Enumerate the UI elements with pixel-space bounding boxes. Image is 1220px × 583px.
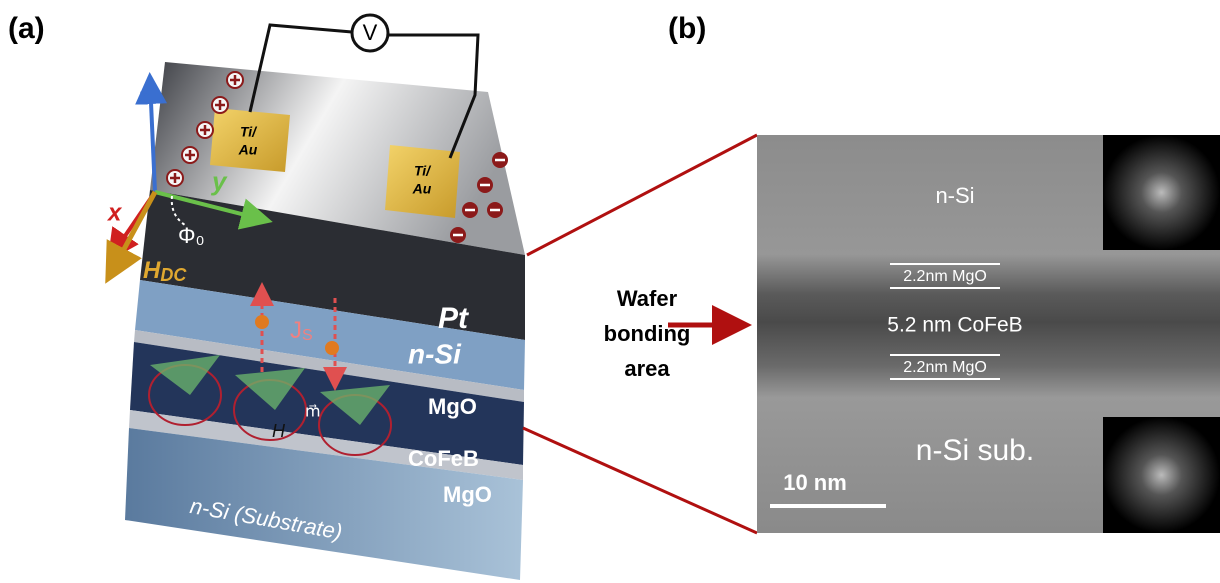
mgo-layer — [134, 330, 524, 402]
layer-label: MgO — [428, 394, 477, 419]
subscript: DC — [160, 265, 187, 285]
layer-label: n-Si — [408, 338, 462, 369]
scale-label: 10 nm — [783, 470, 847, 495]
voltmeter — [350, 13, 390, 53]
layer-label: 2.2nm MgO — [903, 359, 987, 376]
wire — [248, 23, 480, 159]
region-label: n-Si — [935, 183, 974, 208]
panel-b: (b) Wafer bonding area n-Si 2.2nm MgO 5.… — [522, 12, 1220, 535]
layer-label: 5.2 nm CoFeB — [887, 314, 1022, 337]
symbol: H — [143, 257, 161, 284]
mgo-layer — [129, 410, 523, 480]
pad — [210, 108, 290, 172]
pad-label: Au — [238, 142, 258, 158]
cofeb-layer — [130, 342, 524, 465]
field-arrow — [105, 190, 158, 284]
field-label: HDC — [143, 257, 187, 284]
pad-label: Ti/ — [240, 124, 258, 140]
axis-label: x — [106, 199, 123, 226]
fft-inset — [1103, 135, 1220, 250]
voltmeter-label: V — [363, 20, 378, 45]
minus-signs — [453, 158, 505, 237]
substrate-layer — [125, 428, 523, 580]
pad — [385, 145, 460, 218]
angle-arc — [170, 195, 186, 226]
arrow-label: bonding — [604, 321, 691, 346]
fft-inset — [1103, 417, 1220, 533]
axis-label: y — [210, 166, 228, 196]
zoom-line — [526, 133, 758, 257]
nsi-layer — [135, 280, 525, 390]
arrow-label: Wafer — [617, 286, 678, 311]
panel-label: (b) — [668, 12, 706, 45]
y-axis — [154, 190, 273, 230]
pad-label: Ti/ — [414, 163, 432, 179]
precession-cones — [150, 355, 390, 425]
angle-label: Φ₀ — [178, 223, 205, 248]
spin-current-label: JS — [290, 317, 313, 344]
region-label: n-Si sub. — [916, 434, 1034, 467]
layer-label: CoFeB — [408, 446, 479, 471]
axis-label: z — [137, 83, 150, 110]
layer-label: Pt — [438, 302, 470, 335]
panel-label: (a) — [8, 12, 45, 45]
plus-signs — [170, 75, 240, 183]
layer-label: MgO — [443, 482, 492, 507]
pad-label: Au — [412, 181, 432, 197]
panel-a: (a) Ti/ Au Ti/ Au V z y x Φ₀ HDC J — [8, 12, 525, 580]
zoom-line — [522, 426, 758, 535]
z-axis — [135, 72, 168, 193]
electron — [325, 341, 339, 355]
subscript: S — [302, 327, 313, 344]
field-label: H — [272, 421, 286, 441]
electron — [255, 315, 269, 329]
layer-label: 2.2nm MgO — [903, 268, 987, 285]
arrow-label: area — [624, 356, 670, 381]
symbol: J — [290, 317, 302, 344]
pt-layer — [140, 190, 525, 340]
magnetization-label: m⃗ — [305, 404, 321, 421]
